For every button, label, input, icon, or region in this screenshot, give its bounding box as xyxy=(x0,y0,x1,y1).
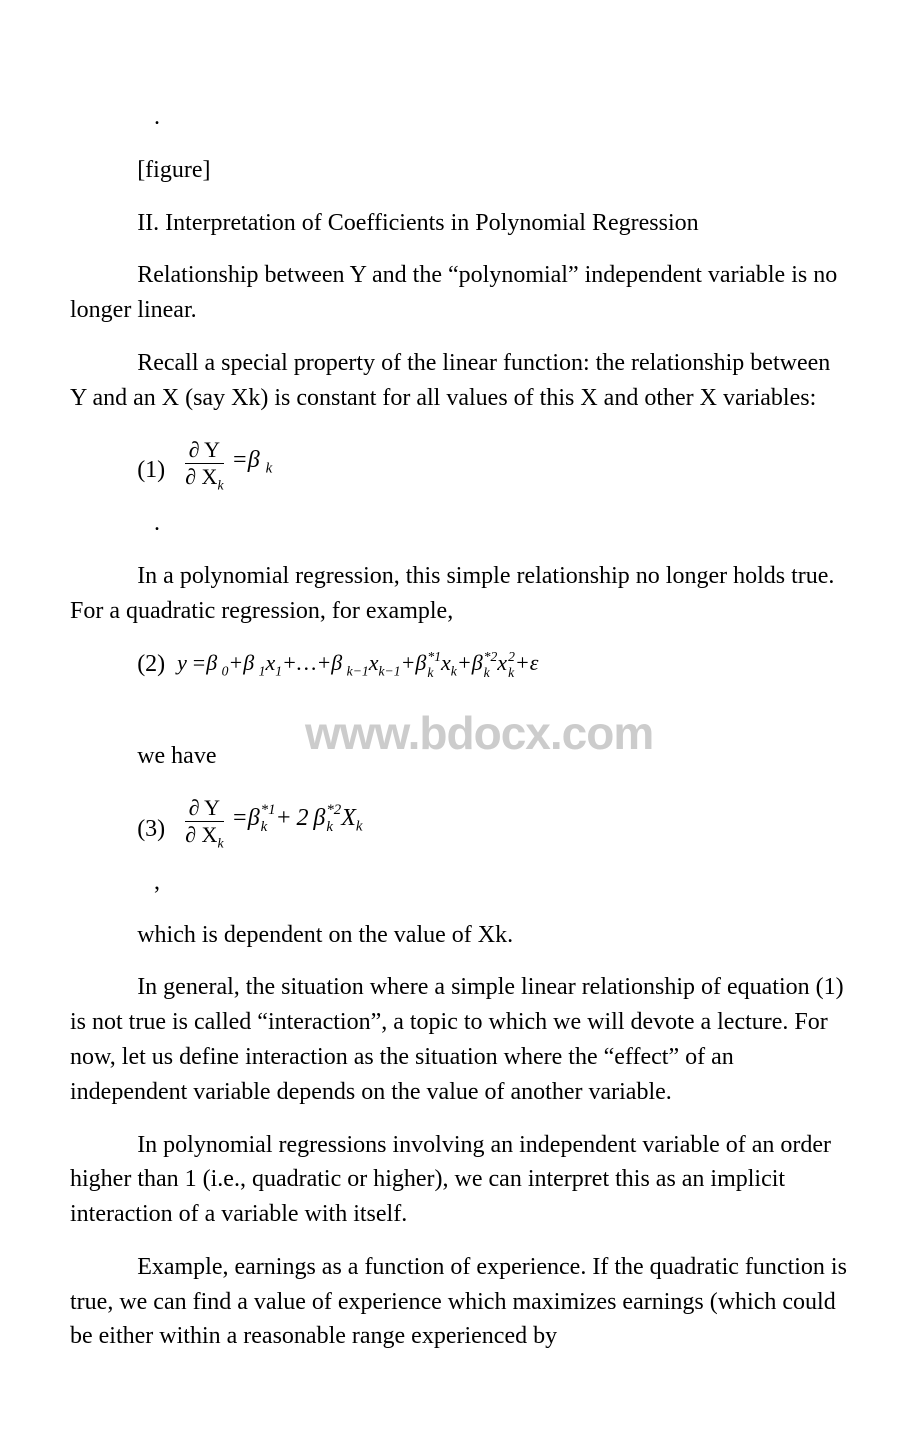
paragraph-4: which is dependent on the value of Xk. xyxy=(70,918,850,953)
comma-marker: , xyxy=(154,865,850,900)
dot-marker-2: . xyxy=(154,506,850,541)
equation-3: (3) ∂ Y ∂ Xk =β*1k+ 2 β*2kXk xyxy=(137,792,850,847)
equation-3-number: (3) xyxy=(137,812,165,847)
paragraph-1: Relationship between Y and the “polynomi… xyxy=(70,258,850,328)
paragraph-2: Recall a special property of the linear … xyxy=(70,346,850,416)
paragraph-5: In general, the situation where a simple… xyxy=(70,970,850,1109)
section-heading: II. Interpretation of Coefficients in Po… xyxy=(70,206,850,241)
paragraph-6: In polynomial regressions involving an i… xyxy=(70,1128,850,1232)
dot-marker-1: . xyxy=(154,100,850,135)
paragraph-7: Example, earnings as a function of exper… xyxy=(70,1250,850,1354)
equation-3-formula: ∂ Y ∂ Xk =β*1k+ 2 β*2kXk xyxy=(177,792,362,847)
figure-placeholder: [figure] xyxy=(70,153,850,188)
equation-2-number: (2) xyxy=(137,647,165,682)
equation-1-formula: ∂ Y ∂ Xk =β k xyxy=(177,434,272,489)
we-have-text: we have xyxy=(70,739,850,774)
equation-1-number: (1) xyxy=(137,453,165,488)
equation-2: (2) y =β 0+β 1x1+…+β k−1xk−1+β*1kxk+β*2k… xyxy=(137,647,850,682)
equation-1: (1) ∂ Y ∂ Xk =β k xyxy=(137,434,850,489)
paragraph-3: In a polynomial regression, this simple … xyxy=(70,559,850,629)
document-body: . [figure] II. Interpretation of Coeffic… xyxy=(70,100,850,1354)
equation-2-formula: y =β 0+β 1x1+…+β k−1xk−1+β*1kxk+β*2kx2k+… xyxy=(177,647,538,681)
